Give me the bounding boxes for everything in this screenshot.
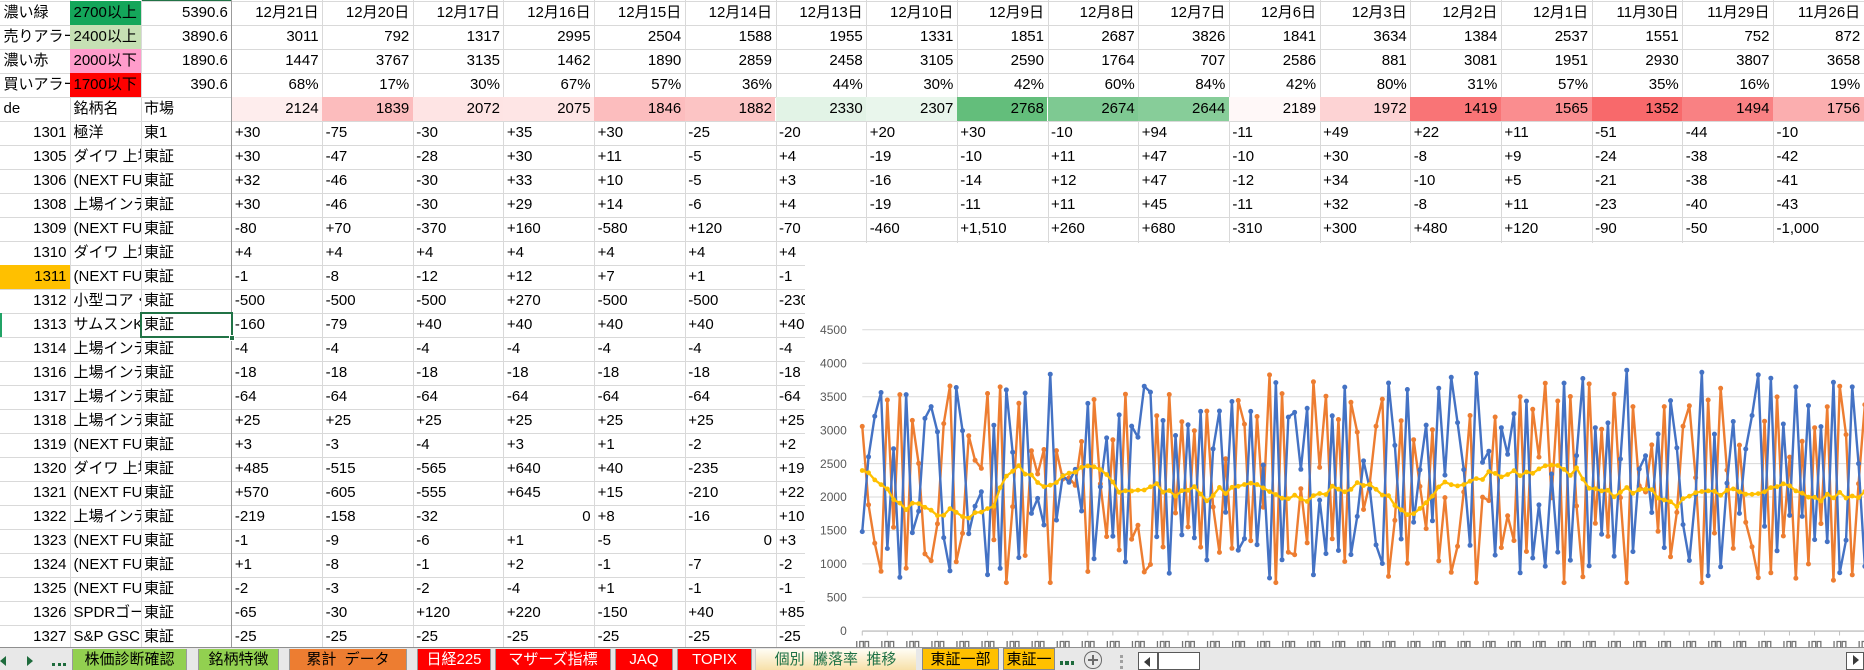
svg-text:500: 500	[826, 591, 846, 605]
svg-text:0: 0	[840, 624, 847, 638]
svg-text:4500: 4500	[820, 323, 847, 337]
svg-text:3000: 3000	[820, 423, 847, 437]
svg-text:2500: 2500	[820, 457, 847, 471]
svg-text:1000: 1000	[820, 557, 847, 571]
svg-text:1500: 1500	[820, 524, 847, 538]
svg-text:3500: 3500	[820, 390, 847, 404]
svg-text:2000: 2000	[820, 490, 847, 504]
svg-text:4000: 4000	[820, 356, 847, 370]
